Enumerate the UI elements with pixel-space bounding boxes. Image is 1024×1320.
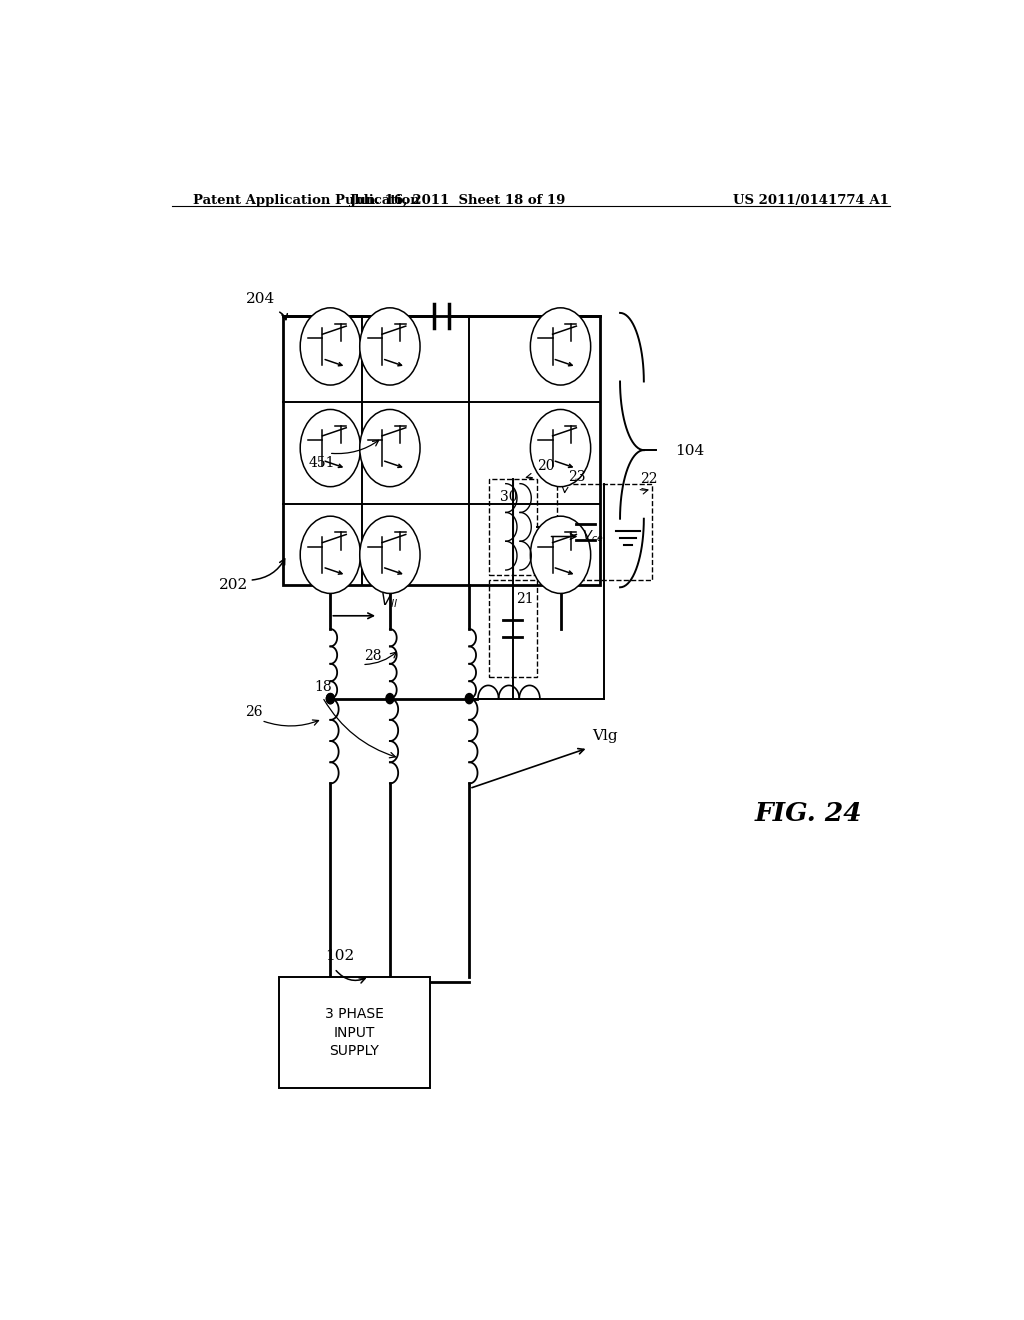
Text: 451: 451 (309, 457, 336, 470)
Text: $V_{ll}$: $V_{ll}$ (380, 591, 398, 610)
Circle shape (327, 693, 335, 704)
Bar (489, 479, 537, 576)
Text: 20: 20 (537, 459, 554, 474)
Bar (279, 977, 430, 1089)
Circle shape (359, 516, 420, 594)
Text: 26: 26 (246, 705, 263, 719)
Text: 104: 104 (676, 444, 705, 458)
Text: 102: 102 (325, 949, 354, 964)
Circle shape (300, 308, 360, 385)
Text: Jun. 16, 2011  Sheet 18 of 19: Jun. 16, 2011 Sheet 18 of 19 (349, 194, 565, 207)
Circle shape (300, 516, 360, 594)
Bar (283, 315, 600, 585)
Circle shape (465, 693, 473, 704)
Text: 3 PHASE: 3 PHASE (325, 1007, 384, 1022)
Bar (557, 483, 652, 581)
Circle shape (359, 308, 420, 385)
Text: 22: 22 (640, 471, 657, 486)
Text: 202: 202 (219, 578, 249, 593)
Text: SUPPLY: SUPPLY (330, 1044, 379, 1057)
Circle shape (359, 409, 420, 487)
Text: FIG. 24: FIG. 24 (755, 801, 862, 826)
Text: 18: 18 (314, 680, 332, 694)
Circle shape (386, 693, 394, 704)
Text: 204: 204 (246, 292, 274, 306)
Circle shape (530, 308, 591, 385)
Circle shape (530, 516, 591, 594)
Text: $V_{ce}$: $V_{ce}$ (582, 529, 603, 544)
Text: 23: 23 (568, 470, 586, 483)
Circle shape (327, 693, 335, 704)
Circle shape (300, 409, 360, 487)
Text: Patent Application Publication: Patent Application Publication (194, 194, 420, 207)
Text: US 2011/0141774 A1: US 2011/0141774 A1 (732, 194, 889, 207)
Text: 21: 21 (516, 591, 534, 606)
Circle shape (530, 409, 591, 487)
Text: 28: 28 (365, 649, 382, 664)
Bar (489, 581, 537, 677)
Text: 30: 30 (500, 490, 518, 504)
Text: INPUT: INPUT (334, 1026, 375, 1040)
Text: Vlg: Vlg (592, 729, 617, 743)
